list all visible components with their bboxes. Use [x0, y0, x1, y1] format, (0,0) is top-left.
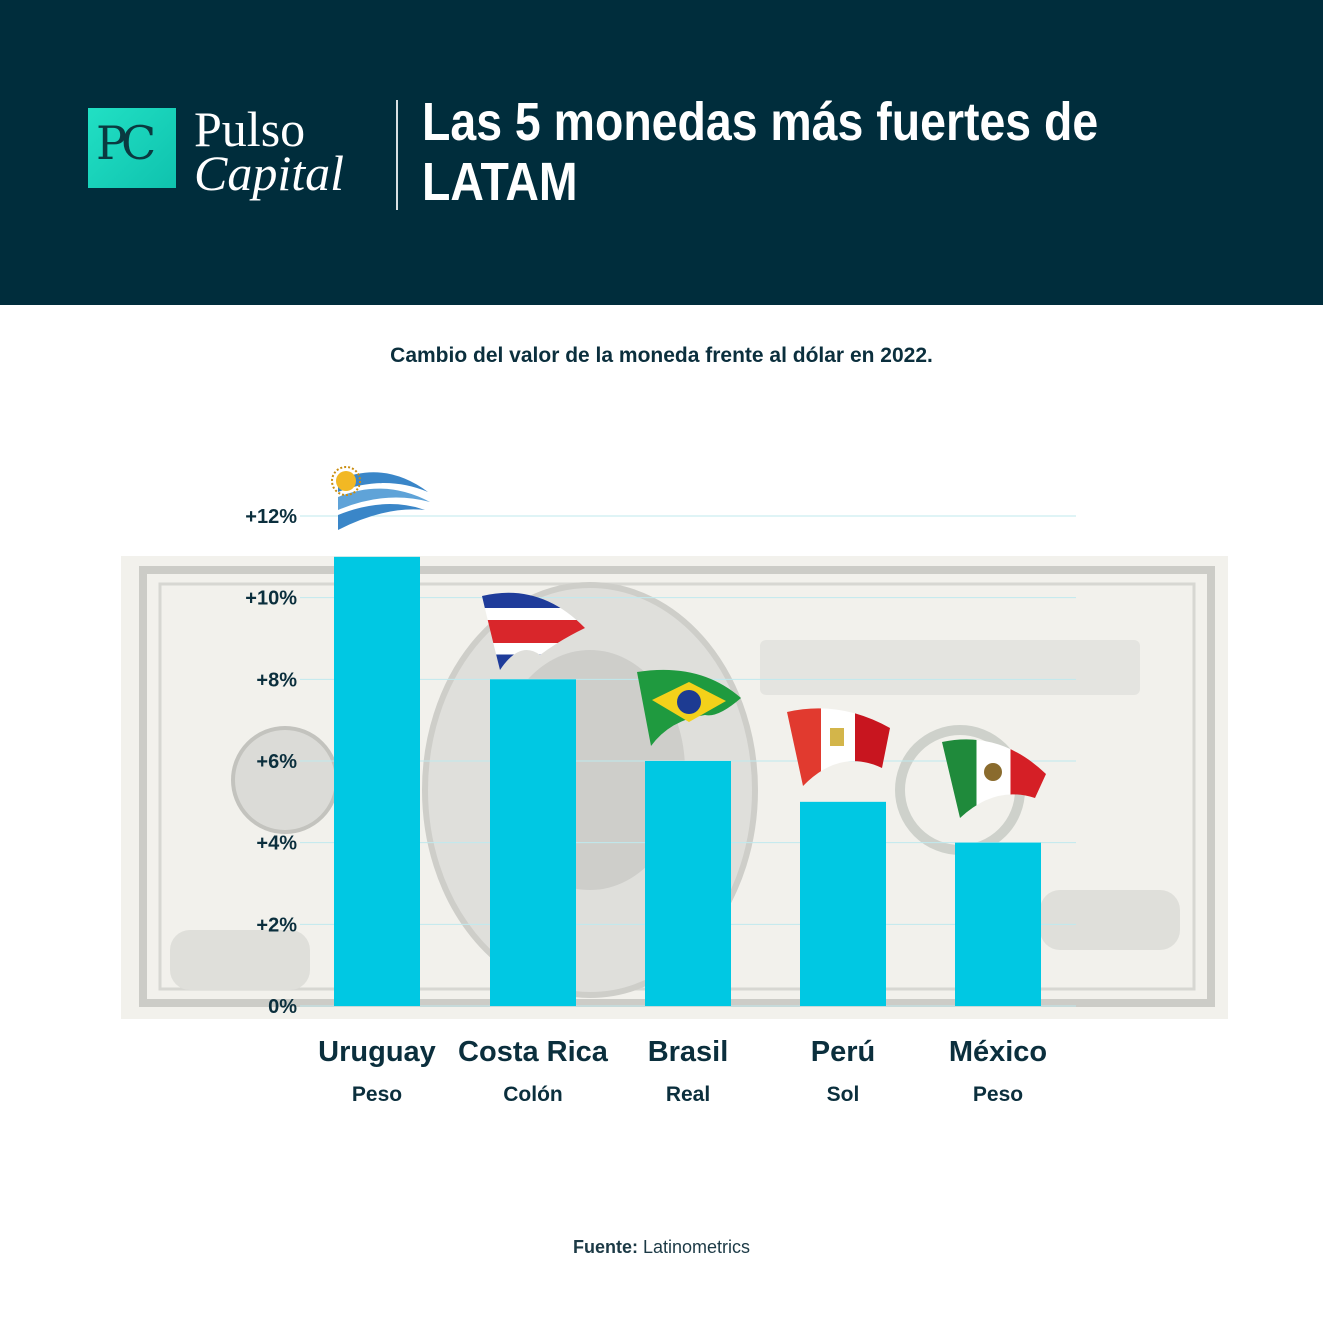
- header-divider: [396, 100, 398, 210]
- bill-banner: [760, 640, 1140, 695]
- bar-uruguay: [334, 556, 420, 1006]
- bill-seal: [231, 726, 339, 834]
- x-axis: Uruguay Peso Costa Rica Colón Brasil Real Perú…: [318, 1036, 1047, 1106]
- currency-label: Sol: [827, 1083, 860, 1106]
- category-label: Costa Rica: [458, 1036, 609, 1068]
- y-tick-label: +4%: [256, 833, 297, 855]
- chart-subtitle: Cambio del valor de la moneda frente al …: [390, 344, 933, 367]
- brazil-flag-icon: [637, 669, 741, 746]
- source-label: Fuente:: [572, 1237, 638, 1257]
- currency-label: Colón: [503, 1083, 562, 1106]
- y-tick-label: +6%: [256, 751, 297, 773]
- logo-text-capital: Capital: [194, 145, 345, 201]
- costa-rica-flag-icon: [482, 592, 585, 670]
- y-axis: 0% +2% +4% +6% +8% +10% +12%: [245, 506, 297, 1018]
- mexico-flag-icon: [942, 739, 1046, 818]
- category-label: Brasil: [648, 1036, 729, 1068]
- peru-flag-icon: [787, 708, 890, 786]
- source-value: Latinometrics: [642, 1237, 751, 1257]
- bar-costa-rica: [490, 679, 576, 1006]
- category-label: Perú: [811, 1036, 875, 1068]
- logo-mark-text: PC: [96, 116, 156, 170]
- bar-peru: [800, 801, 886, 1006]
- page-title: Las 5 monedas más fuertes de LATAM: [422, 92, 1099, 212]
- uruguay-flag-icon: [331, 466, 430, 530]
- currency-label: Real: [666, 1083, 710, 1106]
- y-tick-label: +10%: [245, 588, 297, 610]
- currency-label: Peso: [973, 1083, 1023, 1106]
- y-tick-label: +12%: [245, 506, 297, 528]
- y-tick-label: +8%: [256, 669, 297, 691]
- source-note: Fuente: Latinometrics: [0, 1237, 1323, 1258]
- bar-brazil: [645, 761, 731, 1006]
- logo-mark: PC: [88, 108, 176, 188]
- bar-mexico: [955, 842, 1041, 1006]
- bill-corner-left: [170, 930, 310, 990]
- bars: [334, 556, 1041, 1006]
- logo-text-pulso: Pulso: [194, 101, 306, 157]
- currency-label: Peso: [352, 1083, 402, 1106]
- header: PC Pulso Capital Las 5 monedas más fuert…: [0, 0, 1323, 305]
- category-label: México: [949, 1036, 1047, 1068]
- y-tick-label: 0%: [268, 996, 297, 1018]
- category-label: Uruguay: [318, 1036, 436, 1068]
- bill-corner-right: [1040, 890, 1180, 950]
- y-tick-label: +2%: [256, 914, 297, 936]
